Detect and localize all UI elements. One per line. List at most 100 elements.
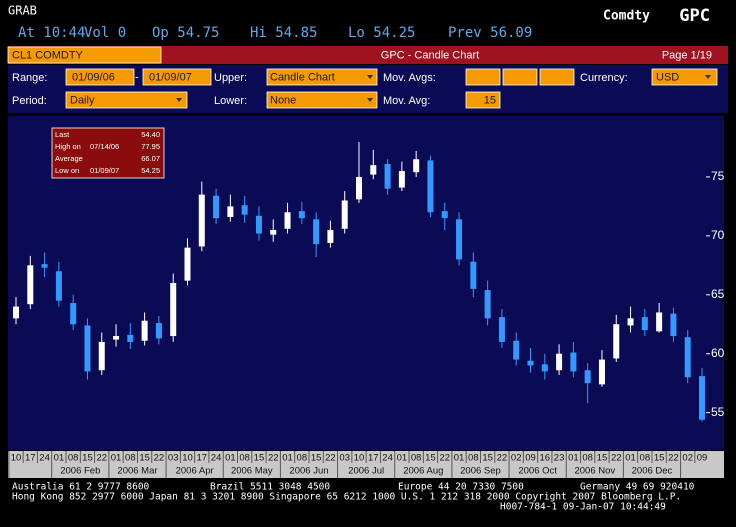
input[interactable] bbox=[539, 68, 575, 86]
dropdown-value: Daily bbox=[70, 94, 95, 106]
x-tick-label: 10 bbox=[354, 453, 365, 464]
candle-body bbox=[198, 194, 205, 247]
x-tick-label: 08 bbox=[468, 453, 479, 464]
dropdown[interactable] bbox=[65, 91, 188, 109]
x-tick-label: 17 bbox=[25, 453, 36, 464]
dropdown-arrow bbox=[176, 98, 182, 102]
x-tick-label: 17 bbox=[368, 453, 379, 464]
dropdown-value: Candle Chart bbox=[270, 71, 335, 83]
month-label: 2006 Jul bbox=[348, 466, 384, 477]
summary-date: 07/14/06 bbox=[90, 142, 119, 151]
candle-body bbox=[370, 165, 377, 175]
candle-body bbox=[213, 195, 220, 219]
x-tick-label: 22 bbox=[96, 453, 107, 464]
security: CL1 COMDTY bbox=[12, 49, 84, 61]
candle-body bbox=[398, 171, 405, 188]
candle-body bbox=[456, 219, 463, 260]
x-tick-label: 09 bbox=[697, 453, 708, 464]
dropdown[interactable] bbox=[266, 68, 378, 86]
separator: - bbox=[135, 71, 139, 83]
label: Currency: bbox=[580, 72, 628, 84]
security-box[interactable] bbox=[7, 46, 162, 64]
x-tick-label: 08 bbox=[239, 453, 250, 464]
candle-body bbox=[670, 313, 677, 337]
candle-body bbox=[556, 353, 563, 371]
footer-text: Brazil 5511 3048 4500 bbox=[210, 482, 330, 493]
quote-stat: Vol 0 bbox=[84, 25, 126, 41]
x-tick-label: 23 bbox=[554, 453, 565, 464]
candle-body bbox=[641, 317, 648, 331]
month-label: 2006 Apr bbox=[176, 466, 214, 477]
input-value: 01/09/07 bbox=[149, 71, 192, 83]
candle-body bbox=[598, 359, 605, 385]
candle-body bbox=[384, 163, 391, 189]
x-tick-label: 01 bbox=[54, 453, 65, 464]
month-label: 2006 Feb bbox=[60, 466, 100, 477]
x-tick-label: 08 bbox=[582, 453, 593, 464]
candle-body bbox=[98, 341, 105, 371]
candle-body bbox=[227, 206, 234, 217]
screen-title: GPC - Candle Chart bbox=[381, 49, 479, 61]
candle-body bbox=[284, 212, 291, 229]
x-tick-label: 24 bbox=[211, 453, 222, 464]
x-tick-label: 15 bbox=[139, 453, 150, 464]
y-tick-label: 65 bbox=[711, 287, 725, 301]
candle-body bbox=[627, 318, 634, 326]
candle-body bbox=[484, 290, 491, 319]
input[interactable] bbox=[465, 68, 501, 86]
dropdown-arrow bbox=[705, 75, 711, 79]
x-tick-label: 02 bbox=[511, 453, 522, 464]
input[interactable] bbox=[142, 68, 212, 86]
dropdown[interactable] bbox=[651, 68, 718, 86]
summary-label: High on bbox=[55, 142, 81, 151]
label: Upper: bbox=[214, 72, 247, 84]
x-tick-label: 10 bbox=[182, 453, 193, 464]
x-tick-label: 22 bbox=[439, 453, 450, 464]
candle-body bbox=[684, 337, 691, 378]
candle-body bbox=[241, 205, 248, 215]
x-tick-label: 15 bbox=[654, 453, 665, 464]
candle-body bbox=[41, 264, 48, 268]
footer: Australia 61 2 9777 8600 Brazil 5511 3048… bbox=[12, 482, 695, 513]
dropdown-value: None bbox=[270, 94, 296, 106]
quote-stat: Op 54.75 bbox=[152, 25, 219, 41]
x-tick-label: 01 bbox=[225, 453, 236, 464]
input[interactable] bbox=[465, 91, 501, 109]
x-tick-label: 15 bbox=[425, 453, 436, 464]
x-tick-label: 01 bbox=[568, 453, 579, 464]
y-tick-label: 70 bbox=[711, 228, 725, 242]
x-tick-label: 16 bbox=[540, 453, 551, 464]
x-tick-label: 08 bbox=[411, 453, 422, 464]
function-code: GRAB bbox=[8, 4, 37, 18]
x-tick-label: 22 bbox=[611, 453, 622, 464]
dropdown[interactable] bbox=[266, 91, 378, 109]
input-value: 01/09/06 bbox=[72, 71, 115, 83]
candle-body bbox=[127, 334, 134, 342]
candle-body bbox=[141, 320, 148, 341]
candle-body bbox=[13, 306, 19, 319]
y-tick-label: 55 bbox=[711, 405, 725, 419]
y-tick-label: 75 bbox=[711, 169, 725, 183]
input[interactable] bbox=[65, 68, 135, 86]
month-label: 2006 Nov bbox=[574, 466, 615, 477]
footer-text: Europe 44 20 7330 7500 bbox=[398, 482, 524, 493]
candle-body bbox=[255, 215, 262, 234]
x-tick-label: 01 bbox=[397, 453, 408, 464]
candle-body bbox=[313, 219, 320, 245]
sector: Comdty bbox=[603, 9, 650, 24]
footer-text: H007-784-1 09-Jan-07 10:44:49 bbox=[500, 502, 666, 513]
candle-body bbox=[84, 325, 91, 372]
input[interactable] bbox=[502, 68, 538, 86]
summary-value: 54.25 bbox=[141, 166, 160, 175]
month-label: 2006 Jun bbox=[289, 466, 328, 477]
x-tick-label: 22 bbox=[268, 453, 279, 464]
summary-box bbox=[51, 127, 165, 179]
x-tick-label: 22 bbox=[325, 453, 336, 464]
candle-body bbox=[570, 352, 577, 372]
summary-value: 77.95 bbox=[141, 142, 160, 151]
candle-body bbox=[27, 265, 34, 305]
month-label: 2006 Dec bbox=[632, 466, 673, 477]
x-tick-label: 08 bbox=[68, 453, 79, 464]
